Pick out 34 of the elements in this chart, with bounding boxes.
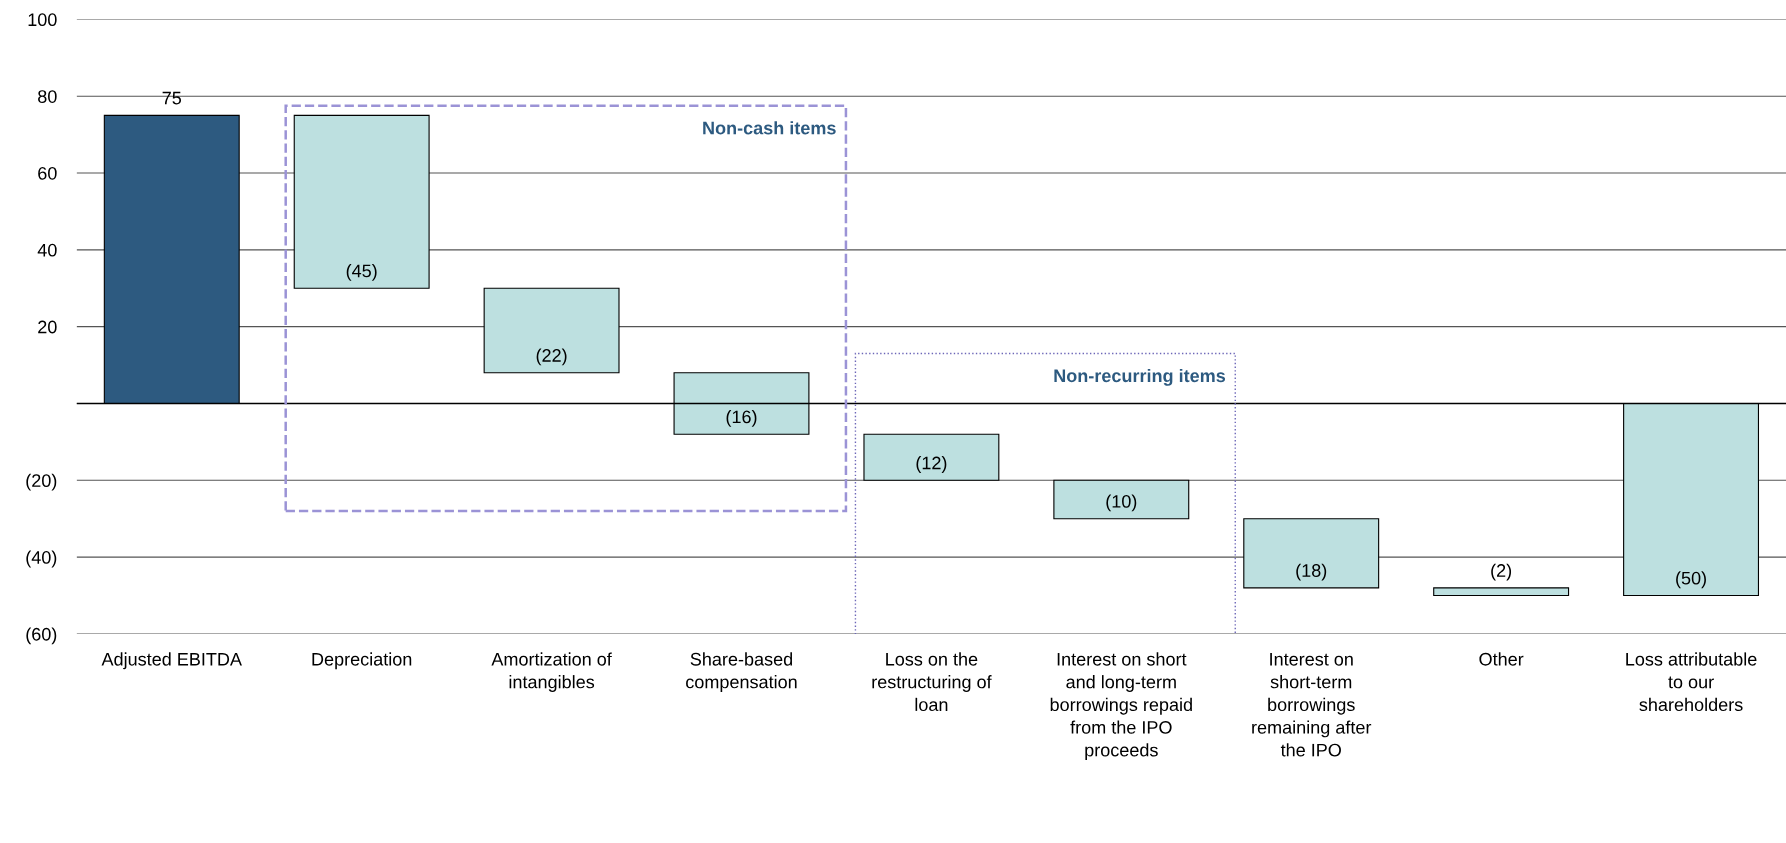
bar: [483, 287, 620, 374]
bar: [1243, 518, 1380, 589]
y-tick-label: 20: [38, 320, 57, 334]
y-tick-label: 40: [37, 243, 57, 257]
bar: [293, 114, 430, 289]
y-tick-label: (60): [26, 627, 57, 645]
annotation: Non-recurring items: [1054, 368, 1226, 386]
y-tick-label: (40): [26, 550, 57, 568]
data-label: (22): [536, 348, 567, 366]
data-label: (16): [726, 410, 757, 427]
y-tick-label: 60: [38, 166, 57, 180]
data-label: (2): [1491, 563, 1512, 581]
x-tick-label: Loss on the restructuring of loan: [872, 652, 992, 712]
bar: [1433, 587, 1570, 597]
bar: [1053, 479, 1190, 520]
data-label: (45): [346, 264, 377, 281]
x-tick-label: Depreciation: [312, 652, 412, 670]
x-tick-label: Share-based compensation: [686, 652, 797, 692]
data-label: 75: [162, 91, 182, 105]
data-label: (12): [916, 456, 947, 473]
y-tick-label: 100: [28, 13, 57, 27]
bar: [863, 433, 1000, 481]
y-tick-label: 80: [38, 90, 57, 103]
data-label: (10): [1106, 494, 1137, 512]
data-label: (50): [1676, 571, 1706, 589]
x-tick-label: Interest on short and long-term borrowings repaid from the IPO proceeds: [1050, 652, 1192, 761]
y-tick-label: (20): [26, 473, 57, 491]
x-tick-label: Other: [1479, 652, 1524, 666]
x-tick-label: Interest on short-term borrowings remaining after the IPO: [1252, 653, 1372, 757]
x-tick-label: Loss attributable to our shareholders: [1626, 652, 1757, 712]
annotation: Non-cash items: [703, 121, 836, 135]
x-tick-label: Adjusted EBITDA: [101, 652, 242, 670]
data-label: (18): [1296, 563, 1327, 581]
x-tick-label: Amortization of intangibles: [491, 652, 612, 692]
